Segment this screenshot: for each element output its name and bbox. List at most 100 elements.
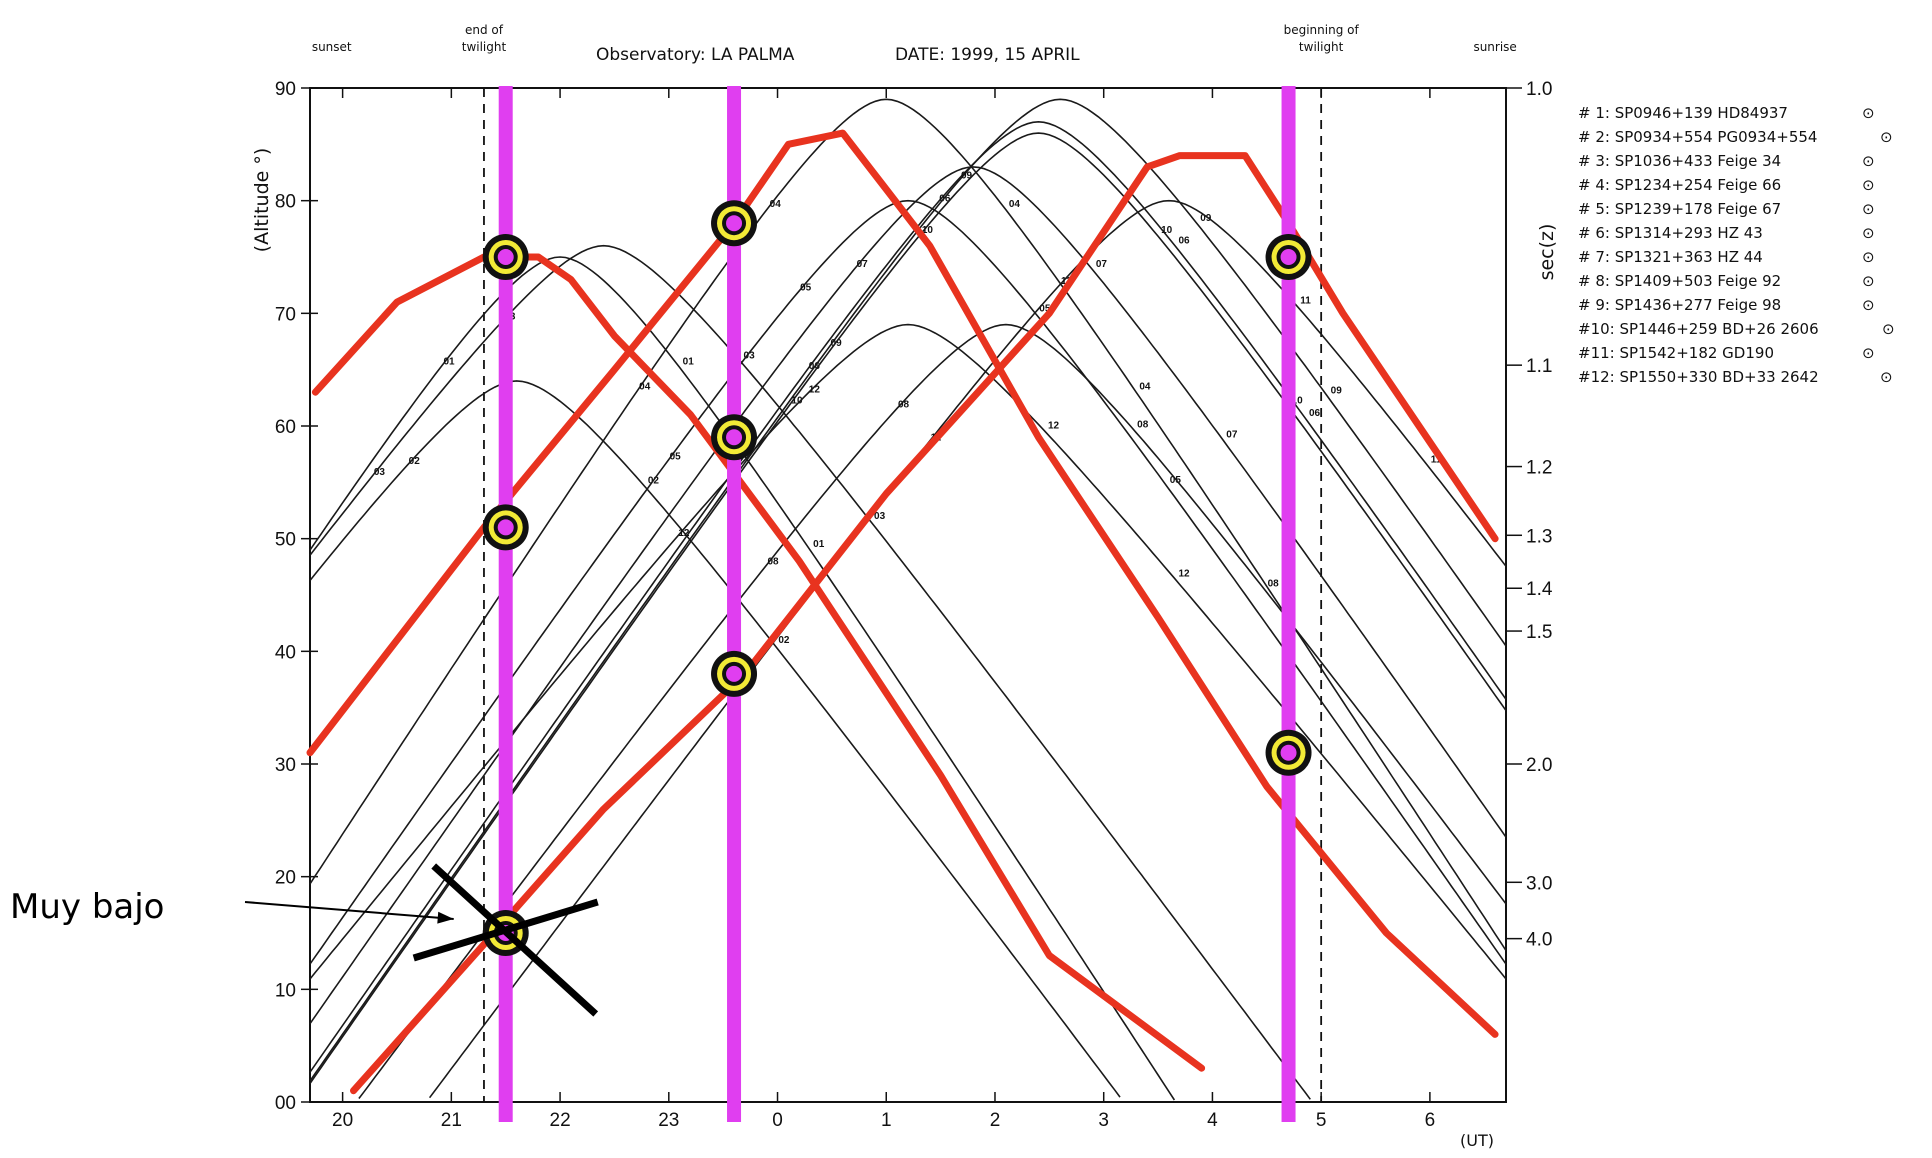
y-tick-label: 10 — [275, 980, 296, 1001]
curve-id-label: 06 — [1309, 408, 1321, 419]
x-tick-label: 1 — [881, 1110, 892, 1131]
curve-id-label: 12 — [809, 384, 821, 395]
marker-center — [726, 429, 743, 446]
highlight-track-1 — [311, 253, 1206, 1072]
legend-entry: # 8: SP1409+503 Feige 92 — [1578, 272, 1781, 290]
curve-id-label: 03 — [744, 350, 756, 361]
secz-tick-label: 1.5 — [1526, 622, 1552, 643]
altitude-curve-11 — [428, 199, 1507, 1099]
legend-symbol: ⊙ — [1882, 320, 1895, 338]
marker-center — [1280, 744, 1297, 761]
reject-cross-line — [431, 863, 599, 1017]
altitude-curve-07 — [309, 166, 1507, 1025]
x-tick-label: 0 — [772, 1110, 783, 1131]
legend-entry: # 7: SP1321+363 HZ 44 — [1578, 248, 1763, 266]
legend-entry: # 2: SP0934+554 PG0934+554 — [1578, 128, 1817, 146]
secz-tick-label: 1.3 — [1526, 526, 1552, 547]
y-tick-label: 60 — [275, 417, 296, 438]
annotation-arrow-head — [437, 911, 454, 924]
curve-id-label: 08 — [1137, 419, 1149, 430]
curve-id-label: 09 — [1331, 386, 1343, 397]
curve-id-label: 03 — [374, 467, 386, 478]
legend-symbol: ⊙ — [1862, 224, 1875, 242]
chart-title: Observatory: LA PALMA — [596, 45, 795, 65]
curve-id-label: 08 — [767, 557, 779, 568]
x-tick-label: 2 — [990, 1110, 1001, 1131]
x-tick-label: 5 — [1316, 1110, 1327, 1131]
curve-id-label: 12 — [1048, 420, 1060, 431]
legend-symbol: ⊙ — [1862, 344, 1875, 362]
observation-point — [711, 200, 758, 247]
x-tick-label: 21 — [441, 1110, 462, 1131]
plot-frame-layer — [309, 87, 1507, 1103]
curve-id-label: 01 — [443, 357, 455, 368]
x-tick-label: 23 — [658, 1110, 679, 1131]
marker-center — [497, 249, 514, 265]
marker-label-line2: twilight — [462, 40, 507, 54]
observation-points-layer — [412, 200, 1312, 1017]
curve-id-label: 01 — [813, 539, 825, 550]
x-tick-label: 3 — [1098, 1110, 1109, 1131]
curve-id-label: 03 — [874, 511, 886, 522]
marker-label-line2: twilight — [1299, 40, 1344, 54]
curve-id-label: 10 — [1292, 396, 1304, 407]
legend-symbol: ⊙ — [1862, 248, 1875, 266]
curve-id-label: 04 — [1139, 381, 1151, 392]
annotation-muy-bajo: Muy bajo — [10, 887, 164, 927]
legend-entry: # 9: SP1436+277 Feige 98 — [1578, 296, 1781, 314]
curve-id-label: 09 — [961, 171, 973, 182]
highlight-track-3 — [350, 152, 1499, 1095]
curve-id-label: 06 — [939, 193, 951, 204]
altitude-curves-layer: 0101010202020303030304040404050505050606… — [309, 98, 1507, 1101]
curve-id-label: 12 — [678, 528, 690, 539]
legend-symbol: ⊙ — [1862, 200, 1875, 218]
x-tick-label: 6 — [1425, 1110, 1436, 1131]
marker-label: sunrise — [1473, 40, 1516, 54]
legend-symbol: ⊙ — [1880, 128, 1893, 146]
legend-entry: #11: SP1542+182 GD190 — [1578, 344, 1774, 362]
y-tick-label: 90 — [275, 79, 296, 100]
legend-symbol: ⊙ — [1880, 368, 1893, 386]
marker-label: sunset — [312, 40, 352, 54]
curve-id-label: 10 — [922, 225, 934, 236]
curve-id-label: 02 — [409, 456, 421, 467]
legend-entry: #12: SP1550+330 BD+33 2642 — [1578, 368, 1819, 386]
secz-tick-label: 1.4 — [1526, 579, 1553, 600]
curve-id-label: 05 — [670, 451, 682, 462]
legend: # 1: SP0946+139 HD84937 ⊙ # 2: SP0934+554 … — [1578, 104, 1895, 386]
y-tick-label: 00 — [275, 1093, 296, 1114]
marker-center — [497, 519, 514, 536]
observation-point — [1265, 729, 1312, 776]
altitude-curve-03 — [309, 244, 1311, 1100]
legend-entry: # 4: SP1234+254 Feige 66 — [1578, 176, 1781, 194]
highlight-tracks-layer — [306, 129, 1499, 1095]
curve-id-label: 02 — [778, 635, 790, 646]
y-tick-label: 70 — [275, 304, 296, 325]
curve-id-label: 12 — [1178, 568, 1190, 579]
legend-entry: #10: SP1446+259 BD+26 2606 — [1578, 320, 1819, 338]
legend-entry: # 6: SP1314+293 HZ 43 — [1578, 224, 1763, 242]
curve-id-label: 07 — [1096, 259, 1108, 270]
marker-label: end of — [465, 23, 504, 37]
curve-id-label: 09 — [831, 338, 843, 349]
x-tick-label: 22 — [550, 1110, 571, 1131]
curve-id-label: 04 — [1009, 199, 1021, 210]
legend-entry: # 1: SP0946+139 HD84937 — [1578, 104, 1788, 122]
highlight-track-2 — [306, 129, 1499, 1038]
observation-point — [482, 234, 529, 280]
curve-id-label: 07 — [857, 259, 869, 270]
curve-id-label: 01 — [683, 357, 695, 368]
marker-center — [726, 665, 743, 682]
x-tick-label: 20 — [332, 1110, 353, 1131]
curve-id-label: 05 — [800, 282, 812, 293]
altitude-curve-12 — [309, 323, 1507, 980]
annotation-arrow-line — [244, 901, 454, 920]
curve-id-label: 11 — [1300, 295, 1311, 306]
observation-point — [711, 650, 758, 697]
x-unit-label: (UT) — [1460, 1131, 1494, 1150]
observation-point — [412, 863, 599, 1017]
observation-point — [1265, 234, 1312, 280]
secz-tick-label: 1.1 — [1526, 356, 1552, 377]
secz-tick-label: 1.2 — [1526, 458, 1552, 479]
